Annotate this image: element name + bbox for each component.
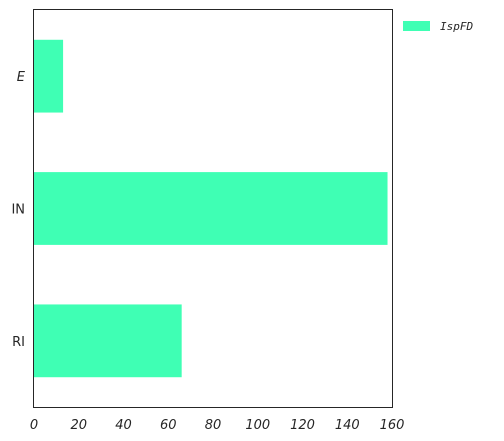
bars-group [34, 39, 388, 378]
bar-in [34, 172, 388, 245]
x-tick-label-20: 20 [70, 418, 87, 433]
x-tick-label-80: 80 [205, 418, 222, 433]
bar-ri [34, 304, 182, 378]
x-tick-label-0: 0 [30, 418, 38, 433]
legend-swatch [403, 21, 430, 31]
x-tick-label-120: 120 [290, 418, 315, 433]
plot-frame [33, 9, 393, 408]
bar-e [34, 39, 64, 113]
y-tick-label-e: E [17, 70, 26, 85]
legend-label: IspFD [440, 20, 473, 33]
x-axis-ticks: 0 20 40 60 80 100 120 140 160 [30, 418, 405, 433]
y-axis-ticks: E IN RI [11, 70, 25, 350]
x-tick-label-100: 100 [245, 418, 270, 433]
y-tick-label-in: IN [11, 203, 25, 218]
x-tick-label-160: 160 [380, 418, 405, 433]
x-tick-label-140: 140 [335, 418, 360, 433]
x-tick-label-60: 60 [160, 418, 177, 433]
x-tick-label-40: 40 [115, 418, 132, 433]
legend: IspFD [403, 20, 473, 33]
y-tick-label-ri: RI [12, 335, 25, 350]
